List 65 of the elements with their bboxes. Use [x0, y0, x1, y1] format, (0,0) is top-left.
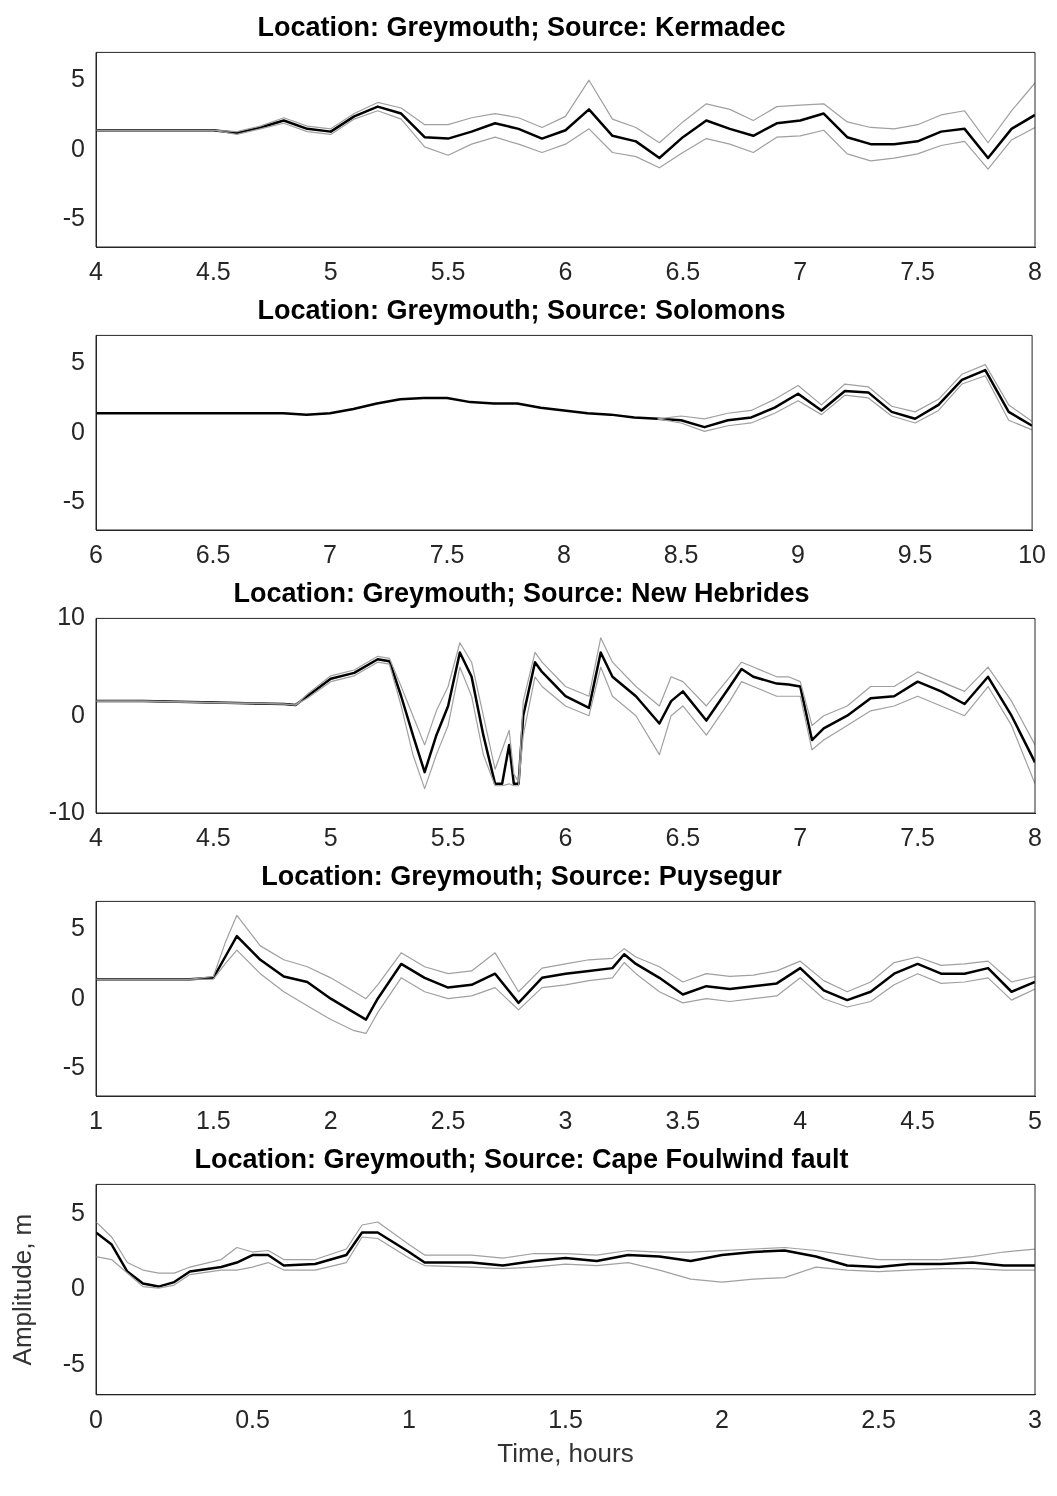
x-tick-label: 8.5: [663, 539, 699, 568]
x-tick-label: 5: [323, 822, 338, 851]
x-tick-label: 4.5: [900, 1105, 936, 1134]
x-tick-label: 1: [402, 1404, 416, 1433]
x-tick-label: 10: [1018, 539, 1046, 568]
x-tick-label: 5.5: [430, 822, 466, 851]
chart-title: Location: Greymouth; Source: Solomons: [257, 294, 786, 325]
y-tick-label: 5: [71, 913, 85, 942]
chart-title: Location: Greymouth; Source: Puysegur: [261, 860, 783, 891]
x-tick-label: 5: [1028, 1105, 1042, 1134]
x-tick-label: 4: [89, 822, 104, 851]
x-tick-label: 4: [793, 1105, 808, 1134]
x-tick-label: 6.5: [665, 256, 701, 285]
y-tick-label: -5: [62, 1052, 85, 1081]
x-tick-label: 5: [323, 256, 338, 285]
chart-title: Location: Greymouth; Source: Kermadec: [257, 11, 786, 42]
y-tick-label: 10: [57, 602, 85, 631]
x-tick-label: 1.5: [548, 1404, 583, 1433]
x-tick-label: 2: [715, 1404, 729, 1433]
x-tick-label: 3: [558, 1105, 573, 1134]
x-tick-label: 6.5: [195, 539, 231, 568]
x-tick-label: 7: [793, 822, 808, 851]
chart-title: Location: Greymouth; Source: Cape Foulwind fault: [194, 1143, 849, 1174]
x-tick-label: 7: [793, 256, 808, 285]
y-tick-label: -10: [48, 796, 85, 825]
x-tick-label: 9: [791, 539, 806, 568]
y-tick-label: 0: [71, 133, 85, 162]
x-tick-label: 7.5: [900, 822, 936, 851]
x-tick-label: 7.5: [900, 256, 936, 285]
y-tick-label: 0: [71, 982, 85, 1011]
x-tick-label: 0.5: [235, 1404, 270, 1433]
x-tick-label: 8: [1028, 822, 1042, 851]
x-tick-label: 4: [89, 256, 104, 285]
x-tick-label: 3: [1028, 1404, 1042, 1433]
y-tick-label: -5: [62, 203, 85, 232]
y-tick-label: 0: [71, 1273, 85, 1302]
x-tick-label: 6: [89, 539, 103, 568]
y-tick-label: -5: [62, 1348, 85, 1377]
x-tick-label: 7.5: [429, 539, 465, 568]
x-tick-label: 1.5: [195, 1105, 231, 1134]
x-tick-label: 0: [89, 1404, 103, 1433]
x-tick-label: 9.5: [897, 539, 933, 568]
x-tick-label: 5.5: [430, 256, 466, 285]
x-tick-label: 6.5: [665, 822, 701, 851]
x-tick-label: 6: [558, 256, 573, 285]
y-tick-label: 0: [71, 699, 85, 728]
y-tick-label: 5: [71, 347, 85, 376]
x-tick-label: 3.5: [665, 1105, 701, 1134]
x-tick-label: 4.5: [195, 256, 231, 285]
y-tick-label: 0: [71, 416, 85, 445]
x-tick-label: 7: [323, 539, 337, 568]
x-tick-label: 2.5: [430, 1105, 466, 1134]
y-axis-title: Amplitude, m: [6, 1213, 37, 1366]
y-tick-label: -5: [62, 486, 85, 515]
x-tick-label: 2.5: [861, 1404, 896, 1433]
x-tick-label: 8: [557, 539, 571, 568]
x-axis-title: Time, hours: [497, 1437, 634, 1468]
y-tick-label: 5: [71, 1198, 85, 1227]
x-tick-label: 2: [323, 1105, 338, 1134]
x-tick-label: 8: [1028, 256, 1042, 285]
chart-title: Location: Greymouth; Source: New Hebrides: [233, 577, 810, 608]
x-tick-label: 4.5: [195, 822, 231, 851]
x-tick-label: 6: [558, 822, 573, 851]
y-tick-label: 5: [71, 64, 85, 93]
x-tick-label: 1: [89, 1105, 103, 1134]
